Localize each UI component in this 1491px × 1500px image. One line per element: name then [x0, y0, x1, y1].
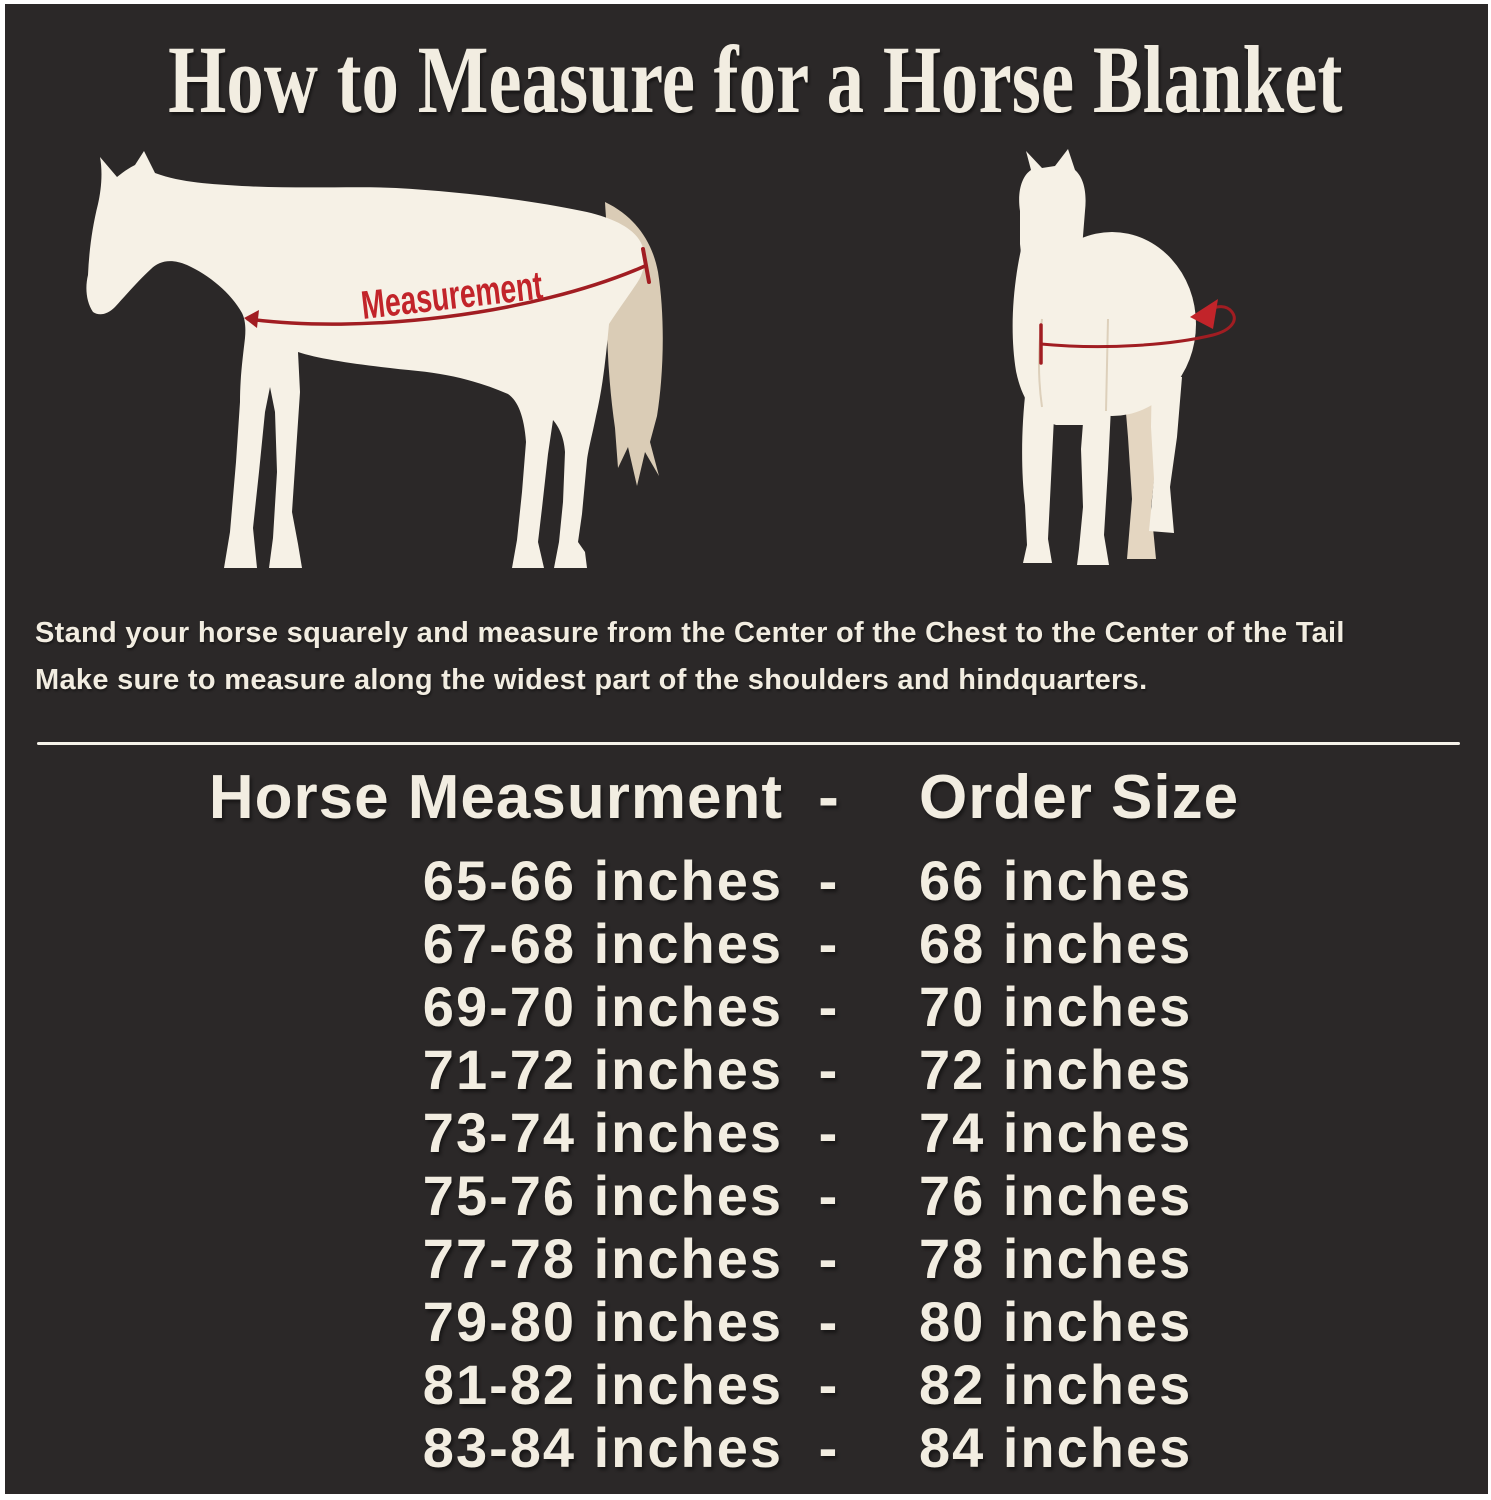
size-table-row: 83-84 inches - 84 inches	[5, 1415, 1488, 1479]
row-separator: -	[818, 1416, 840, 1479]
row-separator: -	[818, 849, 840, 912]
front-view-horse-illustration	[980, 149, 1280, 589]
order-size-cell: 70 inches	[919, 975, 1193, 1038]
size-table-row: 67-68 inches - 68 inches	[5, 911, 1488, 975]
order-size-cell: 68 inches	[919, 912, 1193, 975]
page-title: How to Measure for a Horse Blanket	[168, 26, 1343, 133]
measurement-range-cell: 65-66 inches	[422, 849, 783, 912]
size-table-row: 71-72 inches - 72 inches	[5, 1037, 1488, 1101]
girth-arrow-head	[1190, 299, 1218, 329]
size-table-row: 77-78 inches - 78 inches	[5, 1226, 1488, 1290]
row-separator: -	[818, 1038, 840, 1101]
measurement-range-cell: 69-70 inches	[422, 975, 783, 1038]
measurement-range-cell: 71-72 inches	[422, 1038, 783, 1101]
measurement-line-end-tick	[641, 247, 651, 284]
instructions-line-2: Make sure to measure along the widest pa…	[35, 664, 1148, 696]
row-separator: -	[818, 1164, 840, 1227]
row-separator: -	[818, 1101, 840, 1164]
front-horse-head	[1019, 149, 1086, 307]
measurement-range-cell: 83-84 inches	[422, 1416, 783, 1479]
instructions-line-1: Stand your horse squarely and measure fr…	[35, 617, 1345, 649]
order-size-cell: 84 inches	[919, 1416, 1193, 1479]
measurement-range-cell: 67-68 inches	[422, 912, 783, 975]
size-table-row: 65-66 inches - 66 inches	[5, 848, 1488, 912]
side-view-horse-illustration: Measurement	[60, 144, 720, 584]
order-size-cell: 74 inches	[919, 1101, 1193, 1164]
row-separator: -	[818, 1227, 840, 1290]
order-size-cell: 76 inches	[919, 1164, 1193, 1227]
order-size-cell: 80 inches	[919, 1290, 1193, 1353]
front-horse-front-leg-right	[1077, 397, 1111, 565]
poster: How to Measure for a Horse Blanket Measu…	[5, 4, 1488, 1494]
size-table: Horse Measurment - Order Size 65-66 inch…	[5, 760, 1488, 1480]
order-size-column-header: Order Size	[919, 762, 1240, 832]
row-separator: -	[818, 1290, 840, 1353]
front-horse-rear-leg	[1149, 371, 1182, 533]
header-separator: -	[818, 762, 840, 832]
side-horse-body	[86, 151, 645, 568]
measurement-range-cell: 73-74 inches	[422, 1101, 783, 1164]
size-table-header: Horse Measurment - Order Size	[5, 760, 1488, 834]
order-size-cell: 66 inches	[919, 849, 1193, 912]
order-size-cell: 72 inches	[919, 1038, 1193, 1101]
measurement-range-cell: 75-76 inches	[422, 1164, 783, 1227]
order-size-cell: 82 inches	[919, 1353, 1193, 1416]
measurement-line	[246, 264, 647, 326]
measurement-line-start-arrow	[244, 310, 259, 328]
measurement-range-cell: 79-80 inches	[422, 1290, 783, 1353]
size-table-row: 81-82 inches - 82 inches	[5, 1352, 1488, 1416]
row-separator: -	[818, 1353, 840, 1416]
measurement-range-cell: 77-78 inches	[422, 1227, 783, 1290]
row-separator: -	[818, 975, 840, 1038]
order-size-cell: 78 inches	[919, 1227, 1193, 1290]
divider-line	[37, 742, 1460, 745]
row-separator: -	[818, 912, 840, 975]
size-table-row: 75-76 inches - 76 inches	[5, 1163, 1488, 1227]
size-table-body: 65-66 inches - 66 inches 67-68 inches - …	[5, 848, 1488, 1479]
size-table-row: 73-74 inches - 74 inches	[5, 1100, 1488, 1164]
front-horse-front-leg-left	[1022, 387, 1055, 563]
measurement-column-header: Horse Measurment	[208, 762, 783, 832]
size-table-row: 79-80 inches - 80 inches	[5, 1289, 1488, 1353]
size-table-row: 69-70 inches - 70 inches	[5, 974, 1488, 1038]
girth-arrow-line	[1039, 305, 1236, 349]
measurement-range-cell: 81-82 inches	[422, 1353, 783, 1416]
